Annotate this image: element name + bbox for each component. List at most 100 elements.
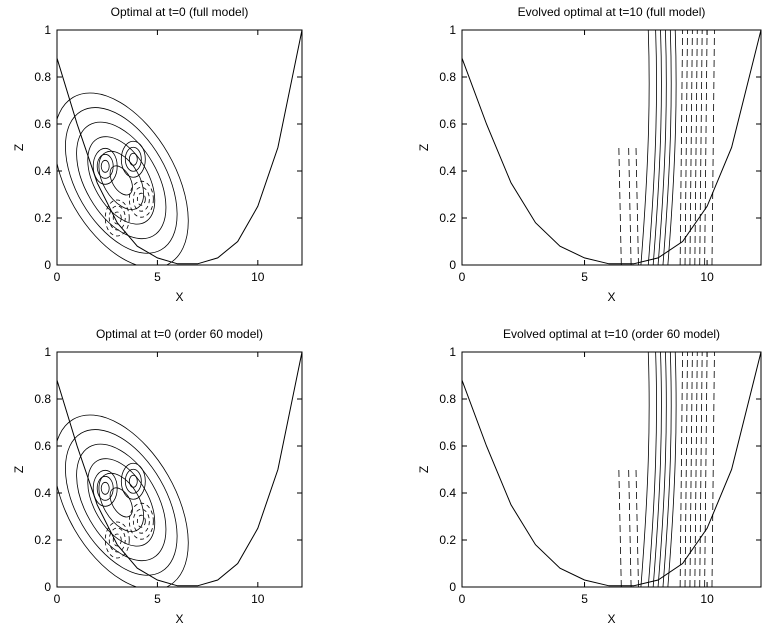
- contour-line: [667, 30, 677, 265]
- panel: Optimal at t=0 (full model) X Z 0 5 10 0 0.2 0.4…: [12, 5, 303, 304]
- panel: Evolved optimal at t=10 (order 60 model)…: [417, 327, 762, 626]
- x-tick-label: 10: [700, 270, 714, 284]
- contour-line: [667, 352, 677, 587]
- contour-line: [679, 30, 683, 265]
- contour-line: [647, 30, 657, 265]
- contour-line: [104, 521, 130, 559]
- contour-line: [689, 352, 693, 587]
- x-axis-label: X: [607, 612, 615, 626]
- y-tick-label: 0.6: [34, 117, 51, 131]
- contour-line: [684, 30, 688, 265]
- axes-box: [461, 351, 762, 588]
- y-tick-label: 0.8: [439, 70, 456, 84]
- y-tick-label: 0.6: [439, 117, 456, 131]
- axes-box: [461, 29, 762, 266]
- contour-line: [652, 352, 662, 587]
- contour-line: [92, 147, 118, 185]
- contour-line: [662, 30, 672, 265]
- contour-line: [694, 30, 698, 265]
- y-tick-label: 1: [449, 23, 456, 37]
- contour-line: [124, 146, 142, 172]
- y-tick-label: 0.4: [34, 486, 51, 500]
- x-tick-label: 5: [154, 270, 161, 284]
- y-tick-label: 0.8: [34, 70, 51, 84]
- contour-line: [112, 211, 122, 225]
- chart-title: Optimal at t=0 (full model): [111, 5, 249, 19]
- contour-line: [652, 30, 662, 265]
- contour-line: [108, 205, 126, 231]
- contour-line: [684, 352, 688, 587]
- contour-line: [120, 140, 146, 178]
- y-tick-label: 0.8: [439, 392, 456, 406]
- x-tick-label: 0: [54, 270, 61, 284]
- contour-line: [128, 180, 154, 218]
- contour-line: [679, 352, 683, 587]
- contour-line: [76, 121, 167, 240]
- x-tick-label: 0: [459, 270, 466, 284]
- boundary-curve: [57, 352, 302, 587]
- contour-group: [57, 30, 302, 265]
- boundary-curve: [462, 30, 761, 265]
- contour-line: [96, 153, 114, 179]
- contour-line: [132, 186, 150, 212]
- contour-line: [136, 192, 146, 206]
- contour-line: [640, 352, 650, 587]
- x-tick-label: 10: [251, 592, 265, 606]
- y-tick-label: 0.2: [34, 211, 51, 225]
- contour-line: [96, 475, 114, 501]
- contour-line: [104, 199, 130, 237]
- contour-line: [136, 514, 146, 528]
- y-tick-label: 0.6: [34, 439, 51, 453]
- y-tick-label: 0.6: [439, 439, 456, 453]
- y-tick-label: 0.2: [34, 533, 51, 547]
- contour-line: [100, 159, 110, 173]
- contour-line: [618, 147, 622, 265]
- contour-line: [108, 527, 126, 553]
- contour-line: [65, 429, 178, 576]
- x-tick-label: 0: [54, 592, 61, 606]
- y-axis-label: Z: [417, 144, 431, 151]
- contour-line: [128, 474, 138, 488]
- contour-line: [132, 508, 150, 534]
- y-tick-label: 0.8: [34, 392, 51, 406]
- y-tick-label: 0.4: [34, 164, 51, 178]
- contour-line: [109, 165, 133, 196]
- contour-line: [618, 469, 622, 587]
- contour-line: [704, 30, 708, 265]
- contour-line: [128, 502, 154, 540]
- axes-box: [56, 351, 303, 588]
- y-tick-label: 0: [44, 580, 51, 594]
- contour-line: [657, 352, 667, 587]
- contour-line: [65, 107, 178, 254]
- contour-line: [76, 443, 167, 562]
- y-tick-label: 0.2: [439, 533, 456, 547]
- x-tick-label: 10: [700, 592, 714, 606]
- axes-box: [56, 29, 303, 266]
- contour-line: [711, 352, 715, 587]
- x-axis-label: X: [175, 612, 183, 626]
- x-tick-label: 5: [154, 592, 161, 606]
- contour-line: [57, 414, 189, 587]
- contour-line: [657, 30, 667, 265]
- contour-line: [628, 147, 632, 265]
- y-tick-label: 1: [449, 345, 456, 359]
- x-tick-label: 10: [251, 270, 265, 284]
- y-tick-label: 0.4: [439, 164, 456, 178]
- x-axis-label: X: [607, 290, 615, 304]
- contour-line: [689, 30, 693, 265]
- x-tick-label: 0: [459, 592, 466, 606]
- boundary-curve: [57, 30, 302, 265]
- chart-title: Evolved optimal at t=10 (full model): [518, 5, 706, 19]
- x-tick-label: 5: [581, 592, 588, 606]
- y-tick-label: 0.2: [439, 211, 456, 225]
- contour-line: [662, 352, 672, 587]
- contour-line: [92, 469, 118, 507]
- y-tick-label: 1: [44, 23, 51, 37]
- chart-title: Optimal at t=0 (order 60 model): [96, 327, 263, 341]
- contour-line: [57, 92, 189, 265]
- x-axis-label: X: [175, 290, 183, 304]
- panel: Evolved optimal at t=10 (full model) X Z 0 5…: [417, 5, 762, 304]
- panel: Optimal at t=0 (order 60 model) X Z 0 5 10 0 0.…: [12, 327, 303, 626]
- contour-group: [57, 352, 302, 587]
